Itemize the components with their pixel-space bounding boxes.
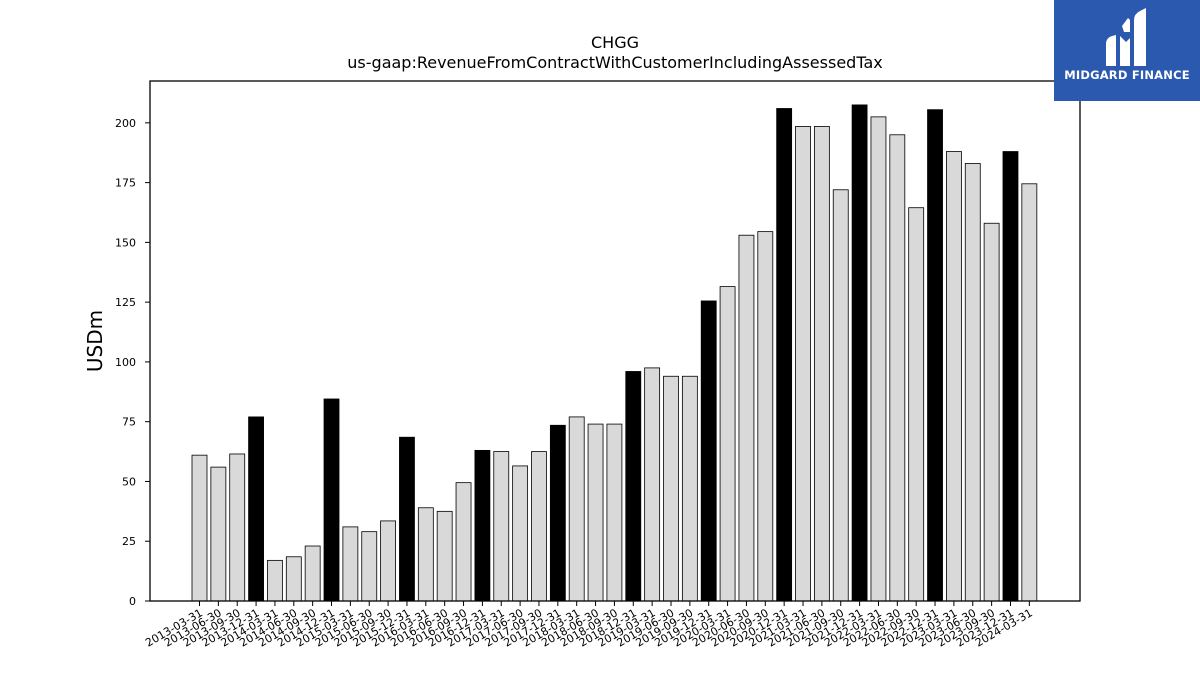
bar xyxy=(832,189,849,602)
bar xyxy=(700,300,717,602)
bar xyxy=(267,559,283,602)
bar xyxy=(493,451,510,602)
bar xyxy=(606,423,623,602)
bar xyxy=(776,108,793,602)
bar xyxy=(474,449,491,602)
bar xyxy=(719,286,736,602)
bar xyxy=(870,116,887,602)
bar xyxy=(210,466,227,602)
bar xyxy=(248,416,264,602)
bar xyxy=(1002,151,1019,602)
midgard-m-logo-icon xyxy=(1106,8,1146,66)
bar xyxy=(964,163,981,602)
y-tick-label: 125 xyxy=(115,296,136,309)
brand-name: MIDGARD FINANCE xyxy=(1064,68,1190,82)
chart-title: CHGG xyxy=(591,33,639,52)
bar xyxy=(361,531,378,602)
bar xyxy=(927,109,943,602)
bar-series xyxy=(191,104,1038,602)
y-tick-label: 25 xyxy=(122,535,136,548)
bar xyxy=(304,545,321,602)
brand-logo: MIDGARD FINANCE xyxy=(1054,0,1200,101)
bar xyxy=(795,126,811,602)
bar xyxy=(436,510,453,602)
bar xyxy=(663,375,679,602)
y-tick-label: 150 xyxy=(115,236,136,249)
chart-subtitle: us-gaap:RevenueFromContractWithCustomerI… xyxy=(347,53,882,72)
y-tick-label: 175 xyxy=(115,177,136,190)
bar xyxy=(851,104,868,602)
bar xyxy=(512,465,529,602)
y-axis-ticks: 0 25 50 75 100 125 150 175 200 xyxy=(115,117,150,608)
bar xyxy=(342,526,359,602)
bar xyxy=(455,482,472,602)
y-tick-label: 200 xyxy=(115,117,136,130)
bar xyxy=(625,371,642,602)
bar xyxy=(757,231,774,602)
y-tick-label: 100 xyxy=(115,356,136,369)
bar xyxy=(738,234,755,602)
bar xyxy=(568,416,585,602)
bar xyxy=(813,126,830,602)
bar xyxy=(323,398,340,602)
bar xyxy=(285,556,302,602)
y-tick-label: 50 xyxy=(122,475,136,488)
bar xyxy=(229,453,246,602)
bar xyxy=(549,424,566,602)
bar xyxy=(191,454,208,602)
bar xyxy=(889,134,906,602)
bar xyxy=(531,451,547,602)
bar xyxy=(1021,183,1038,602)
x-axis-ticks: 2013-03-312013-06-302013-09-302013-12-31… xyxy=(143,601,1035,650)
y-axis-label: USDm xyxy=(83,310,107,372)
bar xyxy=(417,507,434,602)
bar xyxy=(399,436,415,602)
bar xyxy=(681,375,698,602)
bar xyxy=(946,151,962,602)
y-tick-label: 0 xyxy=(129,595,136,608)
plot-frame xyxy=(149,80,1081,602)
bar xyxy=(587,423,604,602)
y-tick-label: 75 xyxy=(122,416,136,429)
bar xyxy=(908,207,925,602)
bar xyxy=(380,520,397,602)
bar xyxy=(983,222,1000,602)
bar xyxy=(644,367,661,602)
